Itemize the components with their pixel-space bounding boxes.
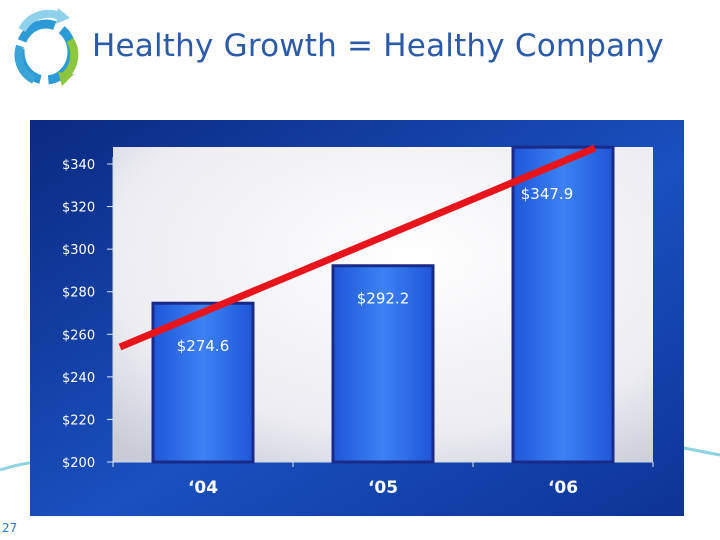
bar	[511, 145, 615, 464]
y-tick-label: $240	[62, 371, 95, 386]
data-label: $274.6	[177, 337, 230, 355]
data-label: $292.2	[357, 290, 410, 308]
x-tick-label: ‘06	[548, 478, 578, 498]
y-tick-label: $200	[62, 456, 95, 471]
y-tick-label: $320	[62, 201, 95, 216]
x-tick-label: ‘04	[188, 478, 218, 498]
bar	[331, 264, 435, 464]
data-labels: $274.6 $292.2 $347.9	[177, 185, 574, 355]
slide-title: Healthy Growth = Healthy Company	[92, 28, 664, 64]
y-tick-label: $220	[62, 413, 95, 428]
trend-line-group	[118, 144, 597, 351]
x-tick-label: ‘05	[368, 478, 398, 498]
y-tick-label: $260	[62, 328, 95, 343]
y-tick-label: $300	[62, 243, 95, 258]
bars	[151, 145, 615, 464]
y-tick-label: $280	[62, 286, 95, 301]
y-tick-label: $340	[62, 158, 95, 173]
page-number: 27	[2, 521, 18, 535]
circular-arrows-logo-icon	[14, 8, 79, 86]
trend-line	[118, 144, 597, 351]
bar	[151, 301, 255, 464]
data-label: $347.9	[521, 185, 574, 203]
y-axis: $200 $220 $240 $260 $280 $300 $320 $340	[62, 157, 114, 471]
